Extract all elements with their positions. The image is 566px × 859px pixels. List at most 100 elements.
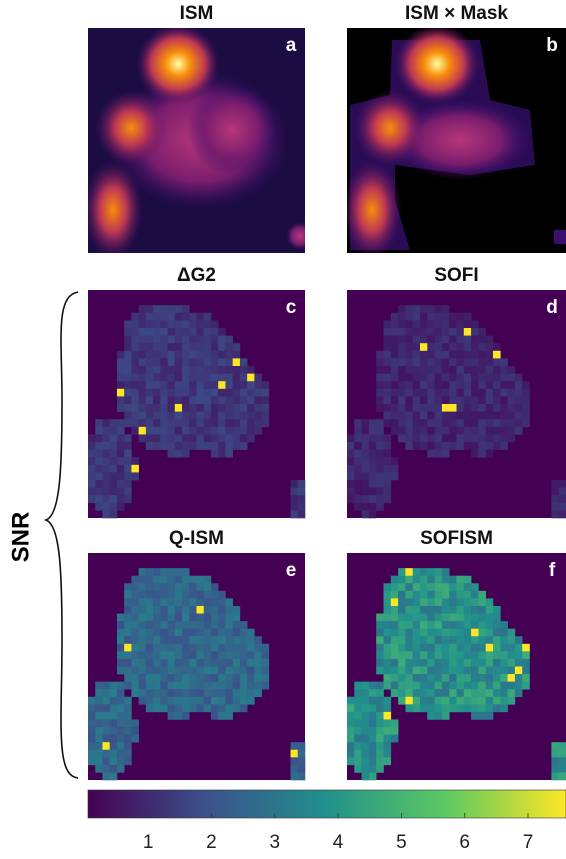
pixel <box>485 651 494 660</box>
pixel <box>145 442 154 450</box>
pixel <box>368 734 377 743</box>
pixel <box>463 335 472 344</box>
pixel <box>145 583 154 592</box>
pixel <box>383 343 392 352</box>
pixel <box>434 598 443 607</box>
pixel <box>247 643 255 652</box>
pixel <box>412 434 421 443</box>
pixel <box>456 343 465 352</box>
pixel <box>218 681 226 690</box>
pixel <box>390 419 399 428</box>
pixel <box>160 358 168 367</box>
pixel <box>116 704 125 713</box>
pixel <box>225 343 233 352</box>
pixel <box>116 472 125 481</box>
pixel <box>131 681 139 690</box>
pixel <box>412 426 421 435</box>
pixel <box>361 510 370 519</box>
pixel <box>210 613 219 622</box>
pixel <box>354 719 362 728</box>
pixel <box>210 696 219 705</box>
pixel <box>456 598 465 607</box>
pixel <box>376 358 384 367</box>
pixel <box>145 696 154 705</box>
pixel <box>138 396 147 405</box>
pixel <box>218 343 226 352</box>
pixel <box>507 674 516 682</box>
pixel <box>420 343 428 352</box>
pixel <box>247 628 255 637</box>
pixel <box>145 358 154 367</box>
pixel <box>376 749 384 758</box>
pixel <box>160 575 168 584</box>
panel-label: c <box>286 297 297 318</box>
pixel <box>182 575 190 584</box>
pixel <box>456 381 465 390</box>
pixel <box>196 643 205 652</box>
pixel <box>124 666 132 675</box>
pixel <box>398 328 406 336</box>
pixel <box>167 590 176 599</box>
pixel <box>507 373 516 382</box>
pixel <box>297 495 306 504</box>
pixel <box>354 480 362 488</box>
pixel <box>109 696 118 705</box>
pixel <box>145 598 154 607</box>
pixel <box>456 404 465 412</box>
pixel <box>354 696 362 705</box>
pixel <box>218 404 226 412</box>
pixel <box>347 434 355 443</box>
pixel <box>390 719 399 728</box>
pixel <box>116 764 125 773</box>
pixel <box>500 358 508 367</box>
pixel <box>463 605 472 614</box>
pixel <box>434 381 443 390</box>
pixel <box>485 658 494 667</box>
pixel <box>471 621 479 629</box>
panel-title: SOFI <box>434 265 478 286</box>
pixel <box>449 636 457 645</box>
pixel <box>478 343 486 352</box>
panel-title: ΔG2 <box>177 265 216 286</box>
pixel <box>354 419 362 428</box>
pixel <box>449 426 457 435</box>
pixel <box>116 442 125 450</box>
pixel <box>116 464 125 473</box>
pixel <box>116 628 125 637</box>
pixel <box>456 320 465 329</box>
pixel <box>427 666 435 675</box>
pixel <box>124 598 132 607</box>
pixel <box>210 328 219 336</box>
pixel <box>420 628 428 637</box>
pixel <box>368 472 377 481</box>
pixel <box>478 381 486 390</box>
pixel <box>500 411 508 420</box>
pixel <box>493 613 501 622</box>
pixel <box>347 734 355 743</box>
pixel <box>478 335 486 344</box>
pixel <box>102 464 110 473</box>
pixel <box>232 643 241 652</box>
pixel <box>405 426 413 435</box>
pixel <box>95 757 103 766</box>
pixel <box>405 590 413 599</box>
pixel <box>434 335 443 344</box>
pixel <box>405 605 413 614</box>
pixel <box>463 419 472 428</box>
pixel <box>412 411 421 420</box>
pixel <box>463 328 472 336</box>
pixel <box>390 472 399 481</box>
pixel <box>153 628 161 637</box>
pixel <box>420 575 428 584</box>
pixel <box>493 358 501 367</box>
pixel <box>218 605 226 614</box>
pixel <box>361 472 370 481</box>
pixel <box>210 651 219 660</box>
pixel <box>138 651 147 660</box>
pixel <box>471 636 479 645</box>
pixel <box>153 636 161 645</box>
pixel <box>124 628 132 637</box>
pixel <box>88 434 96 443</box>
pixel <box>189 696 197 705</box>
pixel <box>434 704 443 713</box>
